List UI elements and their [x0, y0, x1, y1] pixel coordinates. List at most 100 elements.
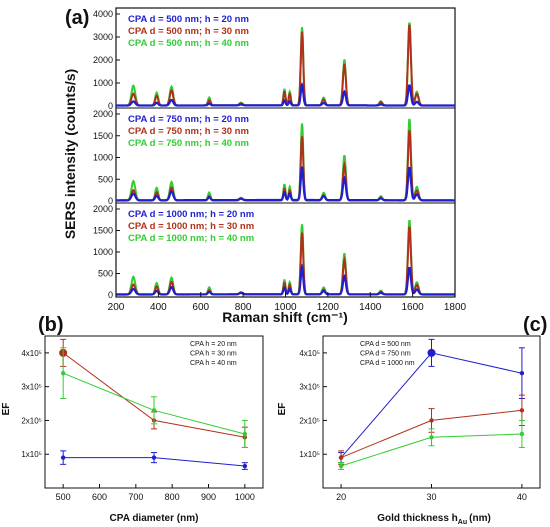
panel-b: 500 600 700 800 900 10001x10⁵2x10⁵3x10⁵4x10⁵ … [1, 335, 264, 524]
panel-a-frame [115, 7, 456, 298]
panel-b-x-axis-label: CPA diameter (nm) [110, 513, 199, 524]
panel-a-sub3-y-tick-label-1: 500 [98, 269, 113, 279]
panel-a-x-tick-label-1: 400 [150, 302, 167, 313]
panel-a-sub3-legend-2: CPA d = 1000 nm; h = 30 nm [128, 221, 254, 232]
panel-b-x-tick-label-5: 1000 [235, 492, 255, 502]
panel-a-sub2-y-tick-label-2: 1000 [93, 153, 113, 163]
panel-a-sub2-y-tick-label-0: 0 [108, 196, 113, 206]
panel-a-sub3-y-tick-label-3: 1500 [93, 226, 113, 236]
panel-a-x-tick-label-8: 1800 [444, 302, 467, 313]
panel-a-letter: (a) [65, 7, 89, 29]
panel-b-axes: 500 600 700 800 900 1000 1x10⁵ 2x10⁵ 3x10⁵ 4x10⁵ [21, 349, 255, 502]
panel-a-sub3-series-1 [116, 263, 455, 296]
panel-b-legend-1: CPA h = 20 nm [190, 341, 237, 348]
panel-a-x-tick-label-2: 600 [192, 302, 209, 313]
panel-b-series-1-point-2 [242, 463, 248, 469]
panel-a-sub1-y-tick-label-4: 4000 [93, 9, 113, 19]
panel-c-series-3-point-0 [338, 463, 344, 469]
panel-a-sub3-legend-3: CPA d = 1000 nm; h = 40 nm [128, 233, 254, 244]
panel-c-y-axis-label: EF [277, 403, 288, 416]
panel-a-y-axis-label: SERS intensity (counts/s) [62, 69, 78, 239]
panel-c-legend-1: CPA d = 500 nm [360, 341, 411, 348]
panel-a-x-axis-label: Raman shift (cm⁻¹) [222, 309, 348, 325]
panel-c-x-axis-label-main: Gold thickness [377, 513, 449, 524]
panel-a-sub2-y-tick-label-3: 1500 [93, 131, 113, 141]
panel-c: 20 30 40 1x10⁵ 2x10⁵ 3x10⁵ 4x10⁵ CPA d = 500 n… [277, 335, 541, 526]
panel-b-legend-3: CPA h = 40 nm [190, 360, 237, 367]
panel-c-x-axis-label-h: h [452, 513, 458, 524]
panel-b-legend: CPA h = 20 nm CPA h = 30 nm CPA h = 40 nm [190, 341, 237, 367]
panel-b-y-tick-label-0: 1x10⁵ [21, 450, 42, 459]
panel-c-series-2-point-1 [429, 418, 434, 423]
panel-b-data [59, 338, 248, 470]
panel-c-axes: 20 30 40 1x10⁵ 2x10⁵ 3x10⁵ 4x10⁵ [299, 349, 527, 502]
panel-a-sub3-y-tick-label-0: 0 [108, 290, 113, 300]
panel-a-subplot-1: 0 1000 2000 3000 4000 CPA d = 500 nm; h = 20 … [93, 9, 455, 111]
panel-b-x-tick-label-2: 700 [128, 492, 143, 502]
panel-a-sub1-y-tick-label-0: 0 [108, 101, 113, 111]
panel-a-x-tick-label-7: 1600 [402, 302, 425, 313]
panel-a-sub2-legend-2: CPA d = 750 nm; h = 30 nm [128, 126, 249, 137]
panel-b-legend-2: CPA h = 30 nm [190, 351, 237, 358]
panel-c-x-tick-label-0: 20 [336, 492, 346, 502]
panel-c-legend-3: CPA d = 1000 nm [360, 360, 415, 367]
panel-c-series-3-point-1 [429, 435, 434, 440]
panel-a-sub1-series-1 [116, 81, 455, 107]
panel-c-series-3-point-2 [519, 431, 525, 437]
panel-b-series-3-point-1 [151, 408, 157, 413]
panel-c-series-1-point-1 [427, 348, 436, 357]
panel-b-frame [44, 335, 264, 489]
panel-b-x-tick-label-3: 800 [165, 492, 180, 502]
panel-c-y-tick-label-2: 3x10⁵ [299, 383, 320, 392]
panel-a-x-ticks: 200 400 600 800 1000 1200 1400 1600 1800 [108, 292, 467, 313]
panel-a-sub1-legend-3: CPA d = 500 nm; h = 40 nm [128, 38, 249, 49]
panel-a-subplot-2: 0 500 1000 1500 2000 CPA d = 750 nm; h = 20 n… [93, 109, 455, 206]
panel-c-x-tick-label-1: 30 [426, 492, 436, 502]
panel-b-y-tick-label-1: 2x10⁵ [21, 416, 42, 425]
panel-a-sub3-y-tick-label-4: 2000 [93, 204, 113, 214]
panel-a-x-tick-label-5: 1200 [317, 302, 340, 313]
panel-c-y-tick-label-1: 2x10⁵ [299, 416, 320, 425]
panel-b-y-axis-label: EF [1, 403, 12, 416]
panel-c-y-tick-label-3: 4x10⁵ [299, 349, 320, 358]
panel-b-y-tick-label-2: 3x10⁵ [21, 383, 42, 392]
panel-a-sub1-legend-1: CPA d = 500 nm; h = 20 nm [128, 14, 249, 25]
panel-c-x-axis-label-sub: Au [458, 519, 467, 526]
panel-c-x-axis-label: Gold thickness hAu (nm) [377, 513, 491, 526]
panel-a-sub3-legend-1: CPA d = 1000 nm; h = 20 nm [128, 209, 254, 220]
panel-a-sub3-y-tick-label-2: 1000 [93, 247, 113, 257]
panel-a-sub2-series-1 [116, 166, 455, 202]
panel-c-letter: (c) [523, 314, 547, 336]
panel-b-series-3-point-0 [60, 370, 66, 376]
panel-c-x-tick-label-2: 40 [517, 492, 527, 502]
panel-a-sub2-y-tick-label-4: 2000 [93, 109, 113, 119]
panel-c-legend-2: CPA d = 750 nm [360, 351, 411, 358]
panel-a-sub2-legend-3: CPA d = 750 nm; h = 40 nm [128, 138, 249, 149]
panel-b-series-1-point-1 [151, 455, 157, 460]
panel-b-series-3-point-2 [242, 431, 248, 437]
panel-a-sub1-y-tick-label-3: 3000 [93, 32, 113, 42]
panel-a-sub2-y-tick-label-1: 500 [98, 174, 113, 184]
panel-c-legend: CPA d = 500 nm CPA d = 750 nm CPA d = 1000… [360, 341, 415, 367]
panel-b-x-tick-label-1: 600 [92, 492, 107, 502]
panel-a-sub1-y-tick-label-1: 1000 [93, 78, 113, 88]
panel-b-series-1-point-0 [60, 455, 66, 460]
panel-c-data [338, 338, 525, 470]
panel-c-x-axis-label-unit: (nm) [469, 513, 491, 524]
panel-c-series-2-point-0 [338, 455, 344, 460]
panel-a-sub1-legend-2: CPA d = 500 nm; h = 30 nm [128, 26, 249, 37]
panel-a-x-tick-label-4: 1000 [274, 302, 297, 313]
panel-a-sub2-legend-1: CPA d = 750 nm; h = 20 nm [128, 114, 249, 125]
panel-a-sub1-y-tick-label-2: 2000 [93, 55, 113, 65]
panel-a-x-tick-label-3: 800 [235, 302, 252, 313]
panel-a-subplot-3: 0 500 1000 1500 2000 CPA d = 1000 nm; h = 20 … [93, 204, 455, 300]
panel-a-x-tick-label-6: 1400 [359, 302, 382, 313]
panel-b-letter: (b) [38, 314, 64, 336]
panel-c-series-1-point-2 [519, 370, 525, 376]
panel-c-series-2-point-2 [519, 408, 525, 413]
panel-c-y-tick-label-0: 1x10⁵ [299, 450, 320, 459]
panel-b-y-tick-label-3: 4x10⁵ [21, 349, 42, 358]
panel-a-x-tick-label-0: 200 [108, 302, 125, 313]
